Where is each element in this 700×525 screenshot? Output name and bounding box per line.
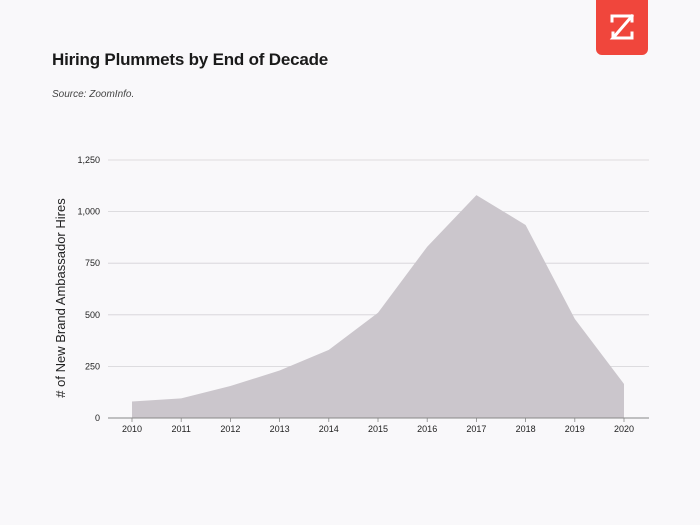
chart-source: Source: ZoomInfo. — [52, 89, 135, 100]
x-tick-label: 2010 — [122, 424, 142, 434]
x-tick-label: 2012 — [220, 424, 240, 434]
x-tick-label: 2014 — [319, 424, 339, 434]
x-tick-label: 2020 — [614, 424, 634, 434]
y-tick-labels: 0 250 500 750 1,000 1,250 — [77, 155, 100, 423]
x-tick-label: 2015 — [368, 424, 388, 434]
y-axis-label: # of New Brand Ambassador Hires — [53, 198, 68, 398]
x-tick-label: 2019 — [565, 424, 585, 434]
y-tick-label: 500 — [85, 310, 100, 320]
y-tick-label: 0 — [95, 413, 100, 423]
zoominfo-logo — [596, 0, 648, 55]
y-tick-label: 750 — [85, 258, 100, 268]
x-tick-label: 2018 — [516, 424, 536, 434]
x-tick-label: 2016 — [417, 424, 437, 434]
x-tick-label: 2013 — [270, 424, 290, 434]
y-tick-label: 250 — [85, 361, 100, 371]
x-tick-label: 2011 — [172, 424, 191, 434]
axes — [108, 417, 649, 422]
chart-title: Hiring Plummets by End of Decade — [52, 50, 329, 69]
x-tick-labels: 2010 2011 2012 2013 2014 2015 2016 2017 2018 2019… — [122, 424, 634, 434]
y-tick-label: 1,250 — [77, 155, 100, 165]
x-tick-label: 2017 — [466, 424, 486, 434]
y-tick-label: 1,000 — [77, 207, 100, 217]
area-series-fill — [132, 195, 624, 418]
zoominfo-z-icon — [609, 14, 635, 40]
area-series — [132, 195, 624, 418]
